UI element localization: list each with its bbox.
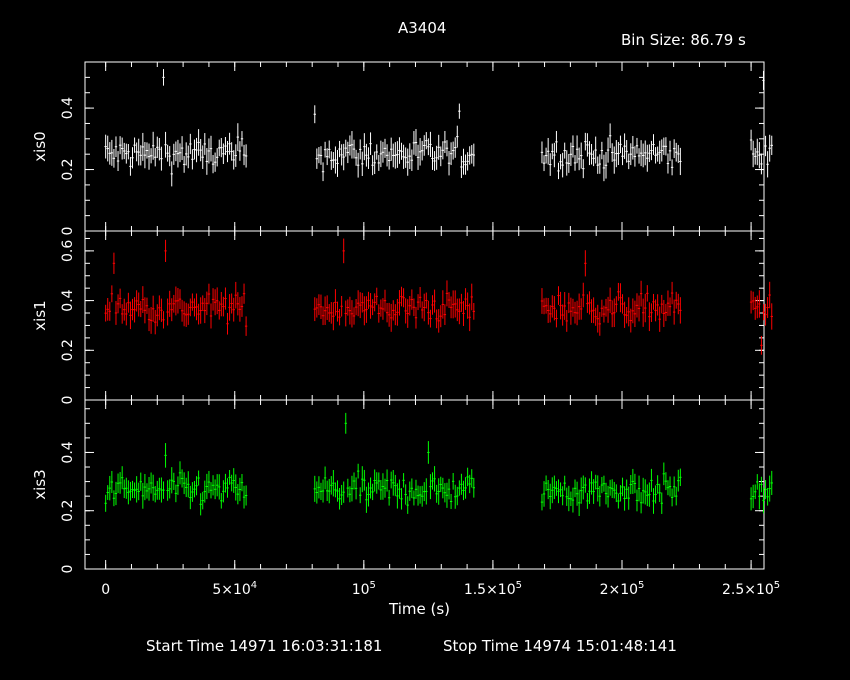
panel-frame-xis3 xyxy=(84,399,765,570)
y-tick-label-xis3: 0 xyxy=(60,565,76,574)
y-axis-label-xis1: xis1 xyxy=(31,300,49,330)
x-tick-label: 1.5×105 xyxy=(464,580,522,598)
x-tick-label: 0 xyxy=(101,582,110,598)
y-tick-label-xis3: 0.2 xyxy=(60,500,76,522)
y-tick-label-xis1: 0.2 xyxy=(60,339,76,361)
y-tick-label-xis0: 0.2 xyxy=(60,158,76,180)
stop-time-label: Stop Time 14974 15:01:48:141 xyxy=(443,637,677,655)
x-axis-label: Time (s) xyxy=(389,600,450,618)
y-tick-label-xis3: 0.4 xyxy=(60,441,76,463)
x-tick-label: 2.5×105 xyxy=(722,580,780,598)
y-axis-label-xis3: xis3 xyxy=(31,469,49,499)
x-tick-label: 105 xyxy=(352,580,376,598)
y-tick-label-xis0: 0.4 xyxy=(60,97,76,119)
y-tick-label-xis1: 0.6 xyxy=(60,240,76,262)
x-tick-label: 2×105 xyxy=(600,580,645,598)
chart-title: A3404 xyxy=(398,19,447,37)
y-axis-label-xis0: xis0 xyxy=(31,131,49,161)
bin-size-label: Bin Size: 86.79 s xyxy=(621,31,746,49)
y-tick-label-xis0: 0 xyxy=(60,227,76,236)
start-time-label: Start Time 14971 16:03:31:181 xyxy=(146,637,383,655)
x-tick-label: 5×104 xyxy=(212,580,257,598)
y-tick-label-xis1: 0.4 xyxy=(60,289,76,311)
y-tick-label-xis1: 0 xyxy=(60,396,76,405)
